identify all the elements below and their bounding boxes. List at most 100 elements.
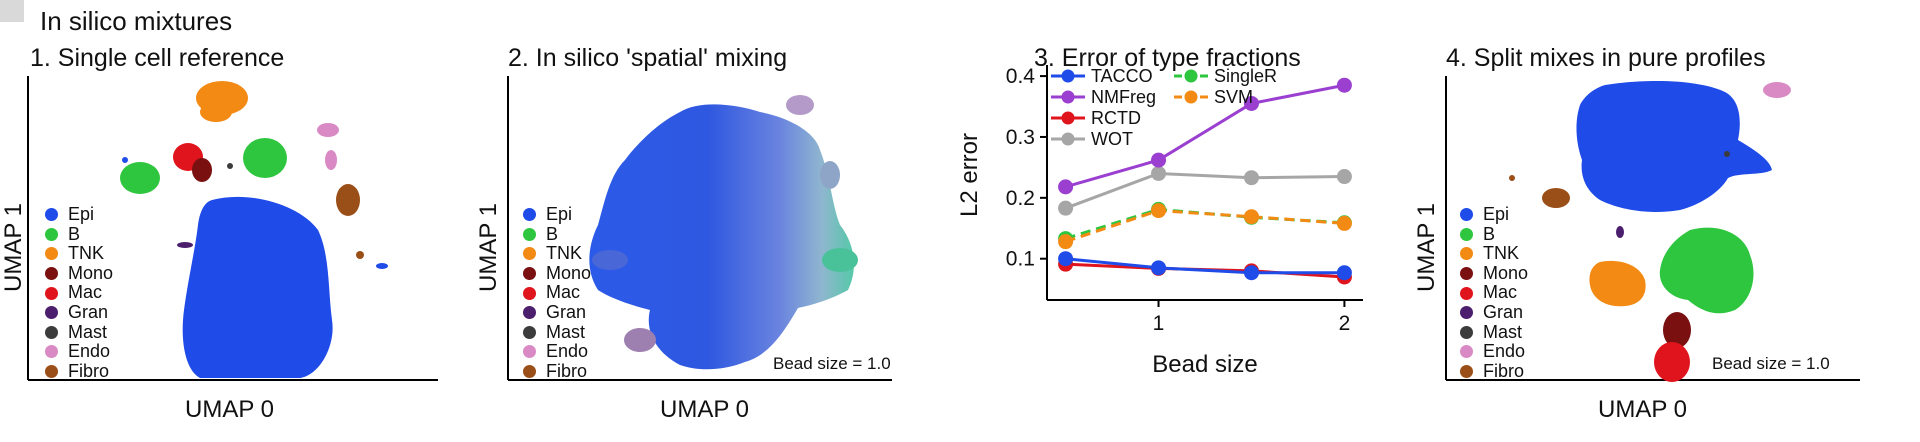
legend-item: Mac (45, 283, 113, 303)
data-point (1243, 95, 1259, 111)
page-title: In silico mixtures (40, 6, 233, 36)
y-tick-label: 0.4 (1006, 65, 1036, 88)
legend-swatch (45, 306, 58, 320)
data-point (1058, 179, 1074, 195)
legend-marker (1061, 111, 1075, 125)
panel-1-title: 1. Single cell reference (30, 44, 285, 72)
cluster-epi (182, 196, 333, 378)
data-point (1243, 265, 1259, 281)
legend-label: RCTD (1091, 108, 1141, 128)
panel-2-bead-size-note: Bead size = 1.0 (773, 354, 891, 373)
chart-xlabel: Bead size (1152, 351, 1257, 378)
y-tick-label: 0.2 (1006, 187, 1035, 210)
panel-1-axes (27, 76, 438, 381)
cluster-gran (1616, 226, 1624, 238)
panel-1-legend: Epi B TNK Mono Mac Gran Mast Endo Fibro (45, 204, 113, 382)
cluster-fibro (336, 184, 364, 259)
x-tick-label: 2 (1339, 312, 1351, 335)
cluster-mono (1663, 312, 1691, 348)
data-point (1151, 203, 1167, 219)
legend-swatch (523, 306, 536, 320)
series-line (1065, 257, 1345, 275)
chart-axes: 0.1 0.2 0.3 0.4 1 2 (1006, 65, 1363, 335)
chart-ylabel: L2 error (956, 133, 983, 217)
legend-swatch (523, 247, 536, 261)
legend-item-svm: SVM (1174, 87, 1253, 107)
series-line (1065, 209, 1345, 244)
legend-item: Mono (523, 263, 591, 284)
panel-2-xlabel: UMAP 0 (660, 396, 749, 423)
cluster-fibro (1509, 175, 1570, 208)
legend-item: B (1460, 224, 1528, 245)
panel-4-ylabel: UMAP 1 (1413, 203, 1440, 292)
data-point (1336, 265, 1352, 281)
cluster-gran (177, 242, 193, 248)
legend-item: TNK (45, 244, 113, 264)
legend-item: Endo (523, 342, 591, 362)
legend-item: Gran (1460, 302, 1528, 323)
legend-item: Mast (45, 322, 113, 343)
panel-3-title: 3. Error of type fractions (1034, 44, 1301, 72)
legend-marker (1061, 90, 1075, 104)
data-point (1058, 200, 1074, 216)
legend-item-tacco: TACCO (1051, 66, 1153, 86)
header-tab (0, 0, 24, 22)
mixed-bead-edges (592, 95, 858, 352)
cluster-mono (192, 158, 212, 182)
legend-item: Endo (1460, 342, 1528, 362)
legend-item: Mast (523, 322, 591, 343)
series-tacco (1058, 251, 1352, 281)
legend-item: Endo (45, 342, 113, 362)
legend-item: Fibro (45, 361, 113, 382)
legend-swatch (1460, 247, 1473, 261)
series-line (1065, 83, 1345, 189)
legend-label: TACCO (1091, 66, 1153, 86)
panel-2-umap (507, 76, 892, 381)
cluster-epi (1576, 80, 1772, 212)
series-nmfreg (1058, 77, 1352, 195)
panel-4-bead-size-note: Bead size = 1.0 (1712, 354, 1830, 373)
legend-swatch (1460, 227, 1473, 241)
legend-item: Epi (1460, 204, 1528, 225)
legend-swatch (1460, 208, 1473, 222)
panel-2-legend: Epi B TNK Mono Mac Gran Mast Endo Fibro (523, 204, 591, 382)
cluster-tnk (196, 81, 248, 122)
cluster-b (120, 138, 287, 194)
legend-swatch (1460, 345, 1473, 359)
data-point (1336, 169, 1352, 185)
legend-swatch (45, 286, 58, 300)
legend-swatch (523, 286, 536, 300)
legend-item: Gran (523, 302, 591, 323)
y-tick-label: 0.1 (1006, 248, 1035, 271)
cluster-mast (227, 163, 233, 169)
panel-2-axes (507, 76, 892, 381)
cluster-mast (1724, 151, 1730, 157)
data-point (1058, 234, 1074, 250)
panel-1-clusters (120, 81, 388, 378)
legend-swatch (45, 247, 58, 261)
legend-item: TNK (523, 244, 591, 264)
legend-swatch (1460, 365, 1473, 379)
legend-item: TNK (1460, 244, 1528, 264)
legend-item: Mono (45, 263, 113, 284)
legend-item: B (523, 224, 591, 245)
series-line (1065, 171, 1345, 210)
y-tick-label: 0.3 (1006, 126, 1035, 149)
cluster-tnk (1589, 260, 1646, 307)
legend-item: Mast (1460, 322, 1528, 343)
series-wot (1058, 165, 1352, 216)
legend-swatch (45, 208, 58, 222)
legend-item-singler: SingleR (1174, 66, 1277, 86)
data-point (1151, 152, 1167, 168)
cluster-stray-epi (122, 157, 388, 269)
data-point (1336, 77, 1352, 93)
legend-item: Mac (523, 283, 591, 303)
legend-item: Mac (1460, 283, 1528, 303)
legend-item-wot: WOT (1051, 129, 1133, 149)
data-point (1336, 215, 1352, 231)
legend-label: WOT (1091, 129, 1133, 149)
legend-item: Fibro (523, 361, 591, 382)
mixed-bead-cloud (589, 104, 854, 370)
cluster-endo (1763, 82, 1791, 98)
